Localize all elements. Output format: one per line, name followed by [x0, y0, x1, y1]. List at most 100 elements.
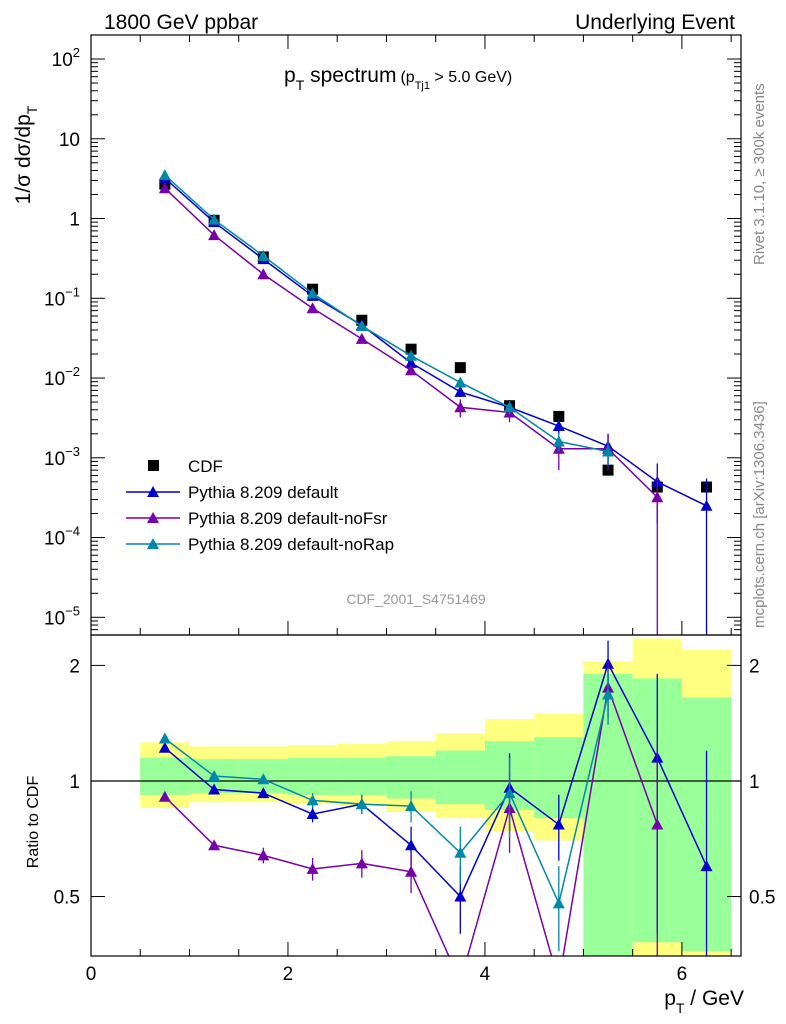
ratio-point: [306, 808, 319, 820]
series-0: [159, 178, 713, 493]
ratio-point: [405, 839, 418, 851]
ratio-point: [257, 787, 270, 799]
band-green: [583, 673, 633, 956]
y-axis-label-ratio: Ratio to CDF: [25, 776, 42, 869]
band-green: [140, 757, 190, 795]
mcplots-label: mcplots.cern.ch [arXiv:1306.3436]: [751, 401, 768, 628]
point: [306, 287, 319, 299]
x-tick-label: 2: [283, 964, 294, 985]
legend-label: Pythia 8.209 default-noRap: [188, 535, 394, 554]
x-tick-label: 6: [677, 964, 688, 985]
ratio-y-tick-label: 0.5: [54, 888, 80, 909]
y-tick-label: 10−3: [44, 444, 80, 470]
point: [405, 343, 417, 355]
point: [651, 491, 664, 503]
ratio-plot-frame: [90, 634, 742, 957]
legend-label: Pythia 8.209 default-noFsr: [188, 509, 388, 528]
ratio-point: [405, 865, 418, 877]
y-tick-label: 10−1: [44, 284, 80, 310]
y-tick-label: 10−2: [44, 364, 80, 390]
point: [208, 229, 221, 241]
band-green: [435, 750, 485, 805]
legend-marker: [147, 512, 159, 523]
point: [405, 364, 418, 376]
point: [405, 349, 418, 361]
ratio-point: [257, 773, 270, 785]
axes-ticks: 10−5 10−4 10−3 10−2 10−1 1 10 102 0.5 0.5 1 1 2 2 0 2 4 6: [44, 34, 775, 985]
ratio-point: [158, 741, 171, 753]
ratio-point: [405, 800, 418, 812]
point: [552, 420, 565, 432]
x-tick-label: 4: [480, 964, 491, 985]
legend-marker: [147, 538, 159, 549]
x-axis-label: pT / GeV: [664, 987, 744, 1016]
ratio-point: [552, 818, 565, 830]
ratio-point: [257, 849, 270, 861]
ratio-point: [306, 794, 319, 806]
main-series: [158, 169, 713, 635]
ratio-y-tick-label-right: 2: [749, 656, 760, 677]
header-right: Underlying Event: [575, 11, 735, 34]
series-3: [158, 169, 615, 466]
ratio-line: [164, 661, 708, 898]
series-line: [164, 187, 658, 498]
ratio-y-tick-label: 1: [69, 772, 80, 793]
ratio-point: [454, 890, 467, 902]
point: [454, 376, 467, 388]
band-green: [287, 757, 338, 795]
point: [158, 169, 171, 181]
y-axis-label-main: 1/σ dσ/dpT: [12, 105, 40, 204]
point: [355, 319, 368, 331]
point: [158, 182, 171, 194]
point: [503, 401, 516, 413]
analysis-label: CDF_2001_S4751469: [346, 591, 486, 607]
ratio-point: [602, 688, 615, 700]
y-tick-label: 102: [52, 45, 80, 71]
x-tick-label: 0: [86, 964, 97, 985]
point: [257, 268, 270, 280]
series-line: [164, 174, 609, 453]
point: [602, 445, 615, 457]
point: [405, 356, 418, 368]
band-green: [337, 757, 387, 795]
ratio-point: [355, 857, 368, 869]
y-tick-label: 10−4: [44, 524, 80, 550]
point: [355, 332, 368, 344]
ratio-point: [454, 976, 466, 987]
series-1: [158, 172, 713, 635]
ratio-y-tick-label-right: 1: [749, 772, 760, 793]
ratio-y-tick-label-right: 0.5: [749, 888, 775, 909]
point: [208, 213, 221, 225]
ratio-series-2: [158, 668, 615, 952]
legend: CDF Pythia 8.209 default Pythia 8.209 defa…: [126, 457, 394, 554]
y-tick-label: 10−5: [44, 603, 80, 629]
ratio-point: [208, 839, 221, 851]
y-tick-label: 10: [59, 130, 80, 151]
ratio-point: [355, 798, 368, 810]
legend-label: Pythia 8.209 default: [188, 483, 339, 502]
ratio-point: [651, 818, 664, 830]
ratio-point: [158, 732, 171, 744]
ratio-point: [454, 846, 467, 858]
ratio-point: [158, 790, 171, 802]
point: [454, 385, 467, 397]
plot-title: pT spectrum (pTj1 > 5.0 GeV): [284, 64, 512, 93]
series-2: [158, 182, 664, 635]
point: [552, 435, 565, 447]
rivet-label: Rivet 3.1.10, ≥ 300k events: [751, 83, 768, 265]
point: [553, 410, 565, 422]
point: [257, 249, 270, 261]
ratio-point: [208, 783, 221, 795]
ratio-y-tick-label: 2: [69, 656, 80, 677]
ratio-point: [208, 770, 221, 782]
point: [700, 499, 713, 511]
legend-marker: [147, 486, 159, 497]
point: [454, 362, 466, 374]
ratio-point: [306, 862, 319, 874]
ratio-point: [552, 897, 565, 909]
point: [454, 401, 467, 413]
legend-marker: [148, 460, 159, 471]
ratio-point: [503, 787, 516, 799]
y-tick-label: 1: [69, 210, 80, 231]
